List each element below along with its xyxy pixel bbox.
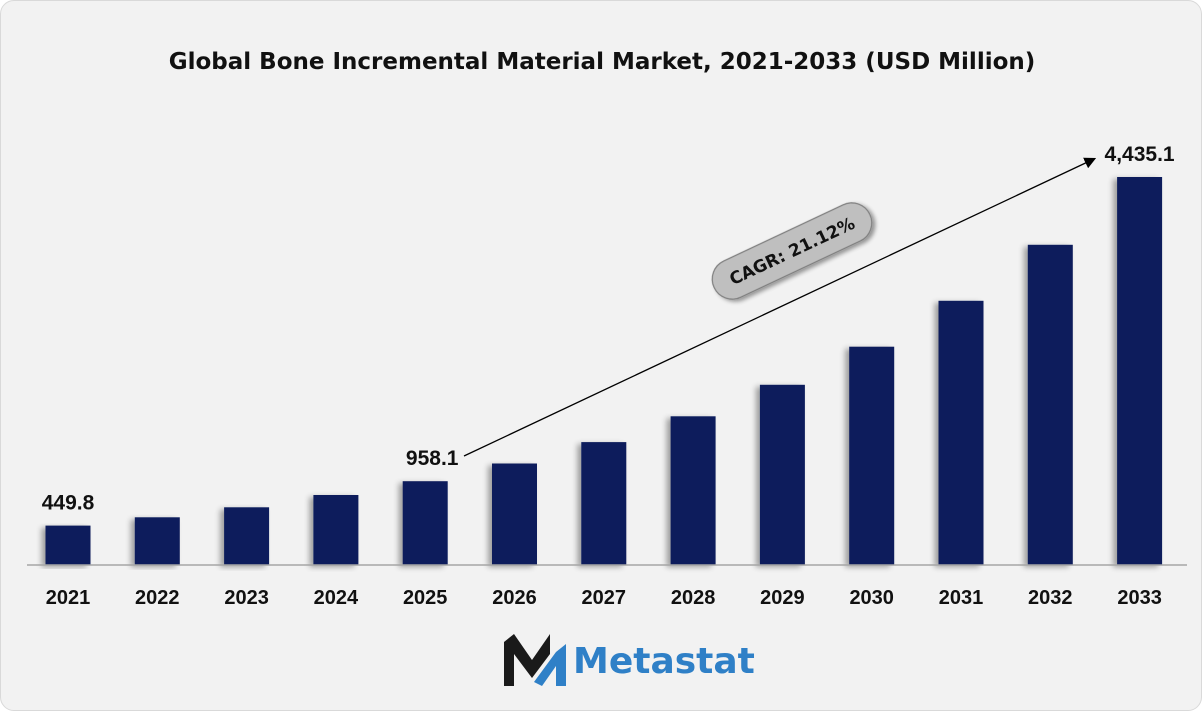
x-tick-label: 2033 <box>1117 587 1162 609</box>
x-tick-label: 2027 <box>582 587 627 609</box>
bars-layer <box>45 177 1163 566</box>
cagr-badge: CAGR: 21.12% <box>711 202 873 300</box>
data-labels: 449.8 958.1 4,435.1 <box>42 143 1175 515</box>
bar-2025 <box>402 481 448 565</box>
bar-2026 <box>492 463 537 565</box>
data-label-2033: 4,435.1 <box>1105 143 1175 166</box>
x-tick-label: 2025 <box>403 587 448 609</box>
x-tick-label: 2023 <box>224 587 269 609</box>
metastat-m-logo-icon <box>504 634 566 686</box>
brand-name: Metastat <box>573 641 755 682</box>
x-tick-label: 2029 <box>760 587 805 609</box>
data-label-2025: 958.1 <box>406 447 459 470</box>
bar-2023 <box>224 507 270 565</box>
bar-2028 <box>670 416 716 565</box>
bar-2033 <box>1117 177 1163 565</box>
x-tick-label: 2024 <box>314 587 359 609</box>
data-label-2021: 449.8 <box>42 492 95 515</box>
bar-2024 <box>313 495 359 565</box>
bar-2032 <box>1027 244 1073 566</box>
bar-2021 <box>45 525 91 565</box>
chart-title: Global Bone Incremental Material Market,… <box>169 49 1036 75</box>
x-tick-label: 2031 <box>939 587 984 609</box>
bar-2029 <box>759 384 805 565</box>
bar-2027 <box>581 442 627 565</box>
trend-arrow-icon <box>463 157 1097 457</box>
x-tick-labels: 2021 2022 2023 2024 2025 2026 2027 2028 2029 2030… <box>46 587 1162 609</box>
x-tick-label: 2028 <box>671 587 716 609</box>
bar-2031 <box>938 300 984 565</box>
bar-2030 <box>849 346 895 565</box>
x-tick-label: 2030 <box>849 587 894 609</box>
x-tick-label: 2026 <box>492 587 537 609</box>
x-tick-label: 2022 <box>135 587 180 609</box>
bar-2022 <box>134 517 180 565</box>
x-tick-label: 2032 <box>1028 587 1073 609</box>
x-tick-label: 2021 <box>46 587 91 609</box>
